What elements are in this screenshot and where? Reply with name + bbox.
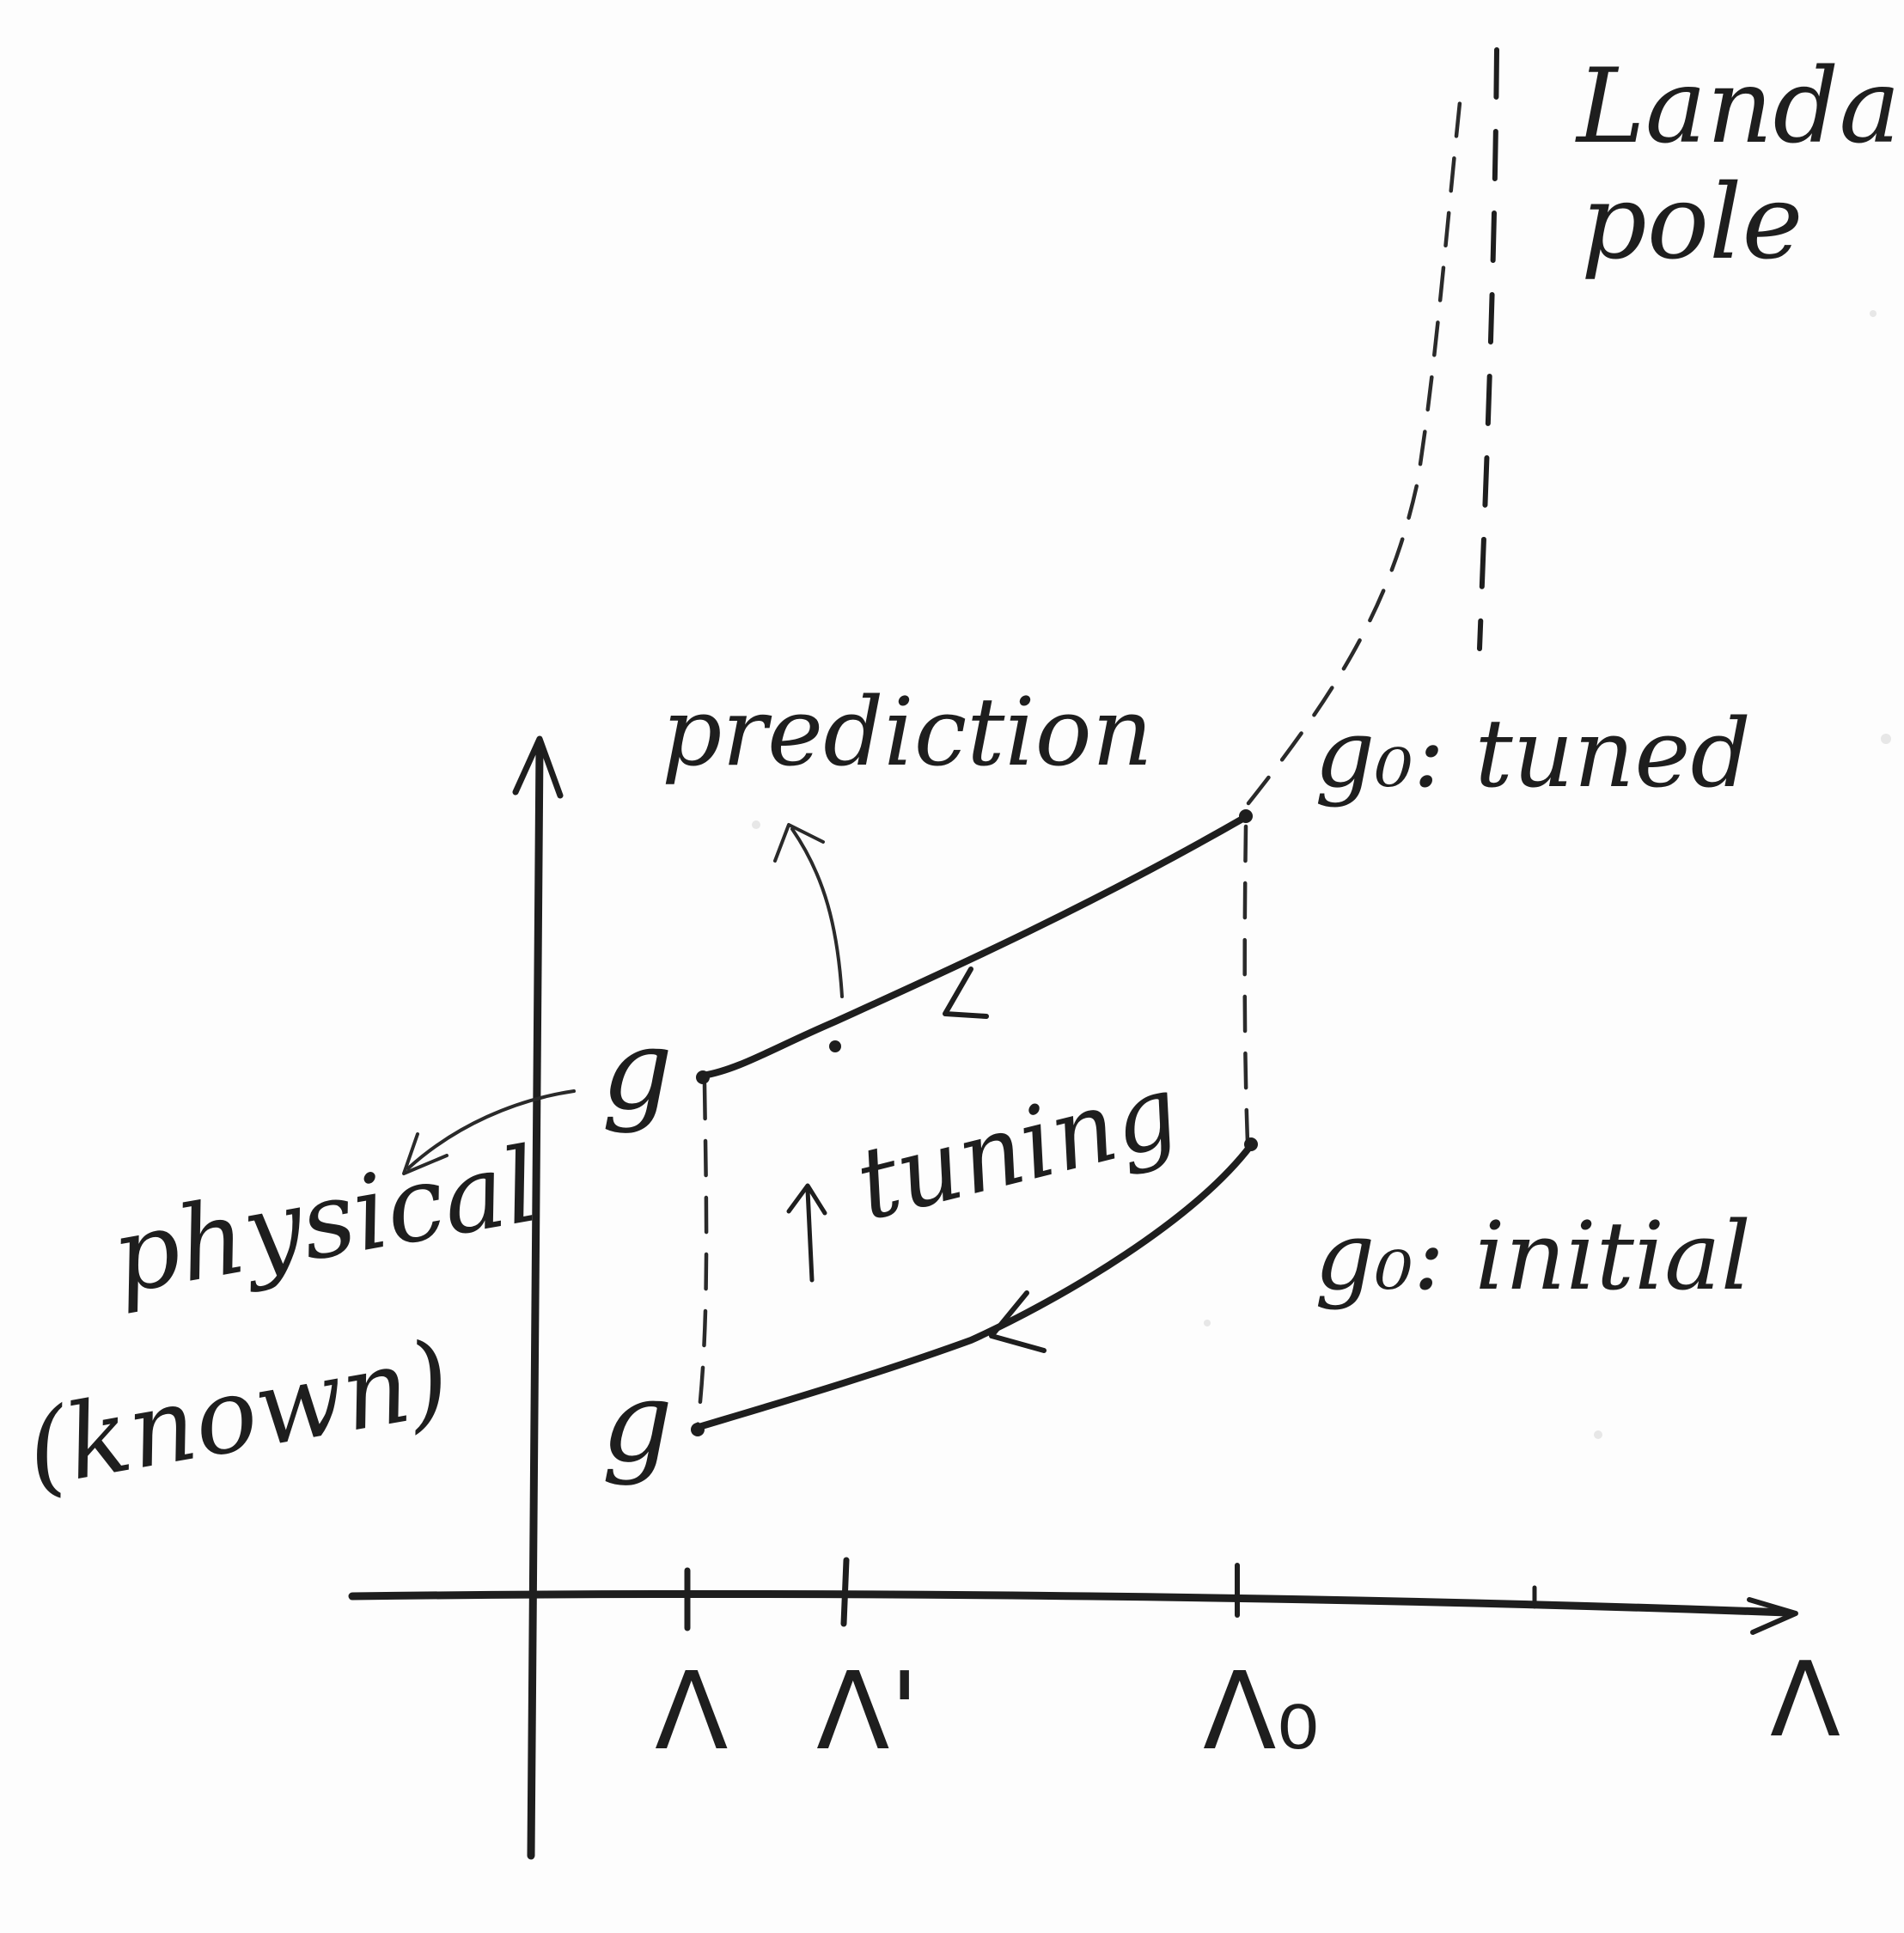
g-upper-label: g: [601, 1004, 673, 1135]
lambda-0-label: Λ₀: [1203, 1649, 1320, 1774]
landau-pole-line: [1477, 47, 1499, 651]
dashed-flow-to-pole: [1246, 92, 1463, 806]
landau-label-line2: pole: [1581, 163, 1803, 283]
g0-tuned-label: g₀: tuned: [1315, 698, 1751, 808]
physical-label-line2: (known): [18, 1320, 458, 1511]
flow-curve-tuned: [699, 814, 1248, 1079]
x-axis-arrowhead: [1747, 1597, 1798, 1635]
tuning-arrow-head: [786, 1183, 827, 1216]
flow-arrow-tuned: [943, 966, 989, 1019]
g0-initial-label: g₀: initial: [1315, 1201, 1751, 1311]
endpoints: [691, 809, 1258, 1436]
tick-lambda-prime: [840, 1557, 850, 1627]
y-axis-arrowhead: [512, 735, 564, 799]
prediction-label: prediction: [662, 677, 1153, 787]
point-g0-tuned: [1239, 809, 1253, 823]
dashed-connector-lambda-0: [1242, 824, 1250, 1145]
board-smudges: [752, 310, 1891, 1439]
prediction-pointer: [790, 827, 844, 998]
landau-label-line1: Landau: [1575, 47, 1904, 167]
tuning-label: tuning: [845, 1053, 1189, 1244]
lambda-prime-label: Λ': [816, 1649, 919, 1774]
dashed-connector-lambda: [695, 1082, 709, 1429]
flow-curve-initial: [693, 1142, 1254, 1431]
physical-label-line1: physical: [104, 1125, 547, 1318]
point-g0-initial: [1244, 1137, 1258, 1151]
lambda-label: Λ: [655, 1649, 729, 1774]
point-g-lower: [691, 1423, 705, 1436]
axes: [348, 735, 1798, 1860]
flow-arrow-initial: [989, 1290, 1047, 1353]
physical-pointer-head: [402, 1132, 449, 1175]
point-g-upper: [696, 1070, 710, 1084]
physical-pointer: [406, 1089, 576, 1170]
lambda-axis-label: Λ: [1770, 1641, 1840, 1760]
point-prediction: [829, 1040, 841, 1052]
prediction-pointer-head: [773, 823, 825, 863]
x-axis: [348, 1589, 1791, 1617]
g-lower-label: g: [601, 1357, 673, 1487]
y-axis: [527, 743, 544, 1860]
tuning-arrow: [805, 1187, 815, 1283]
